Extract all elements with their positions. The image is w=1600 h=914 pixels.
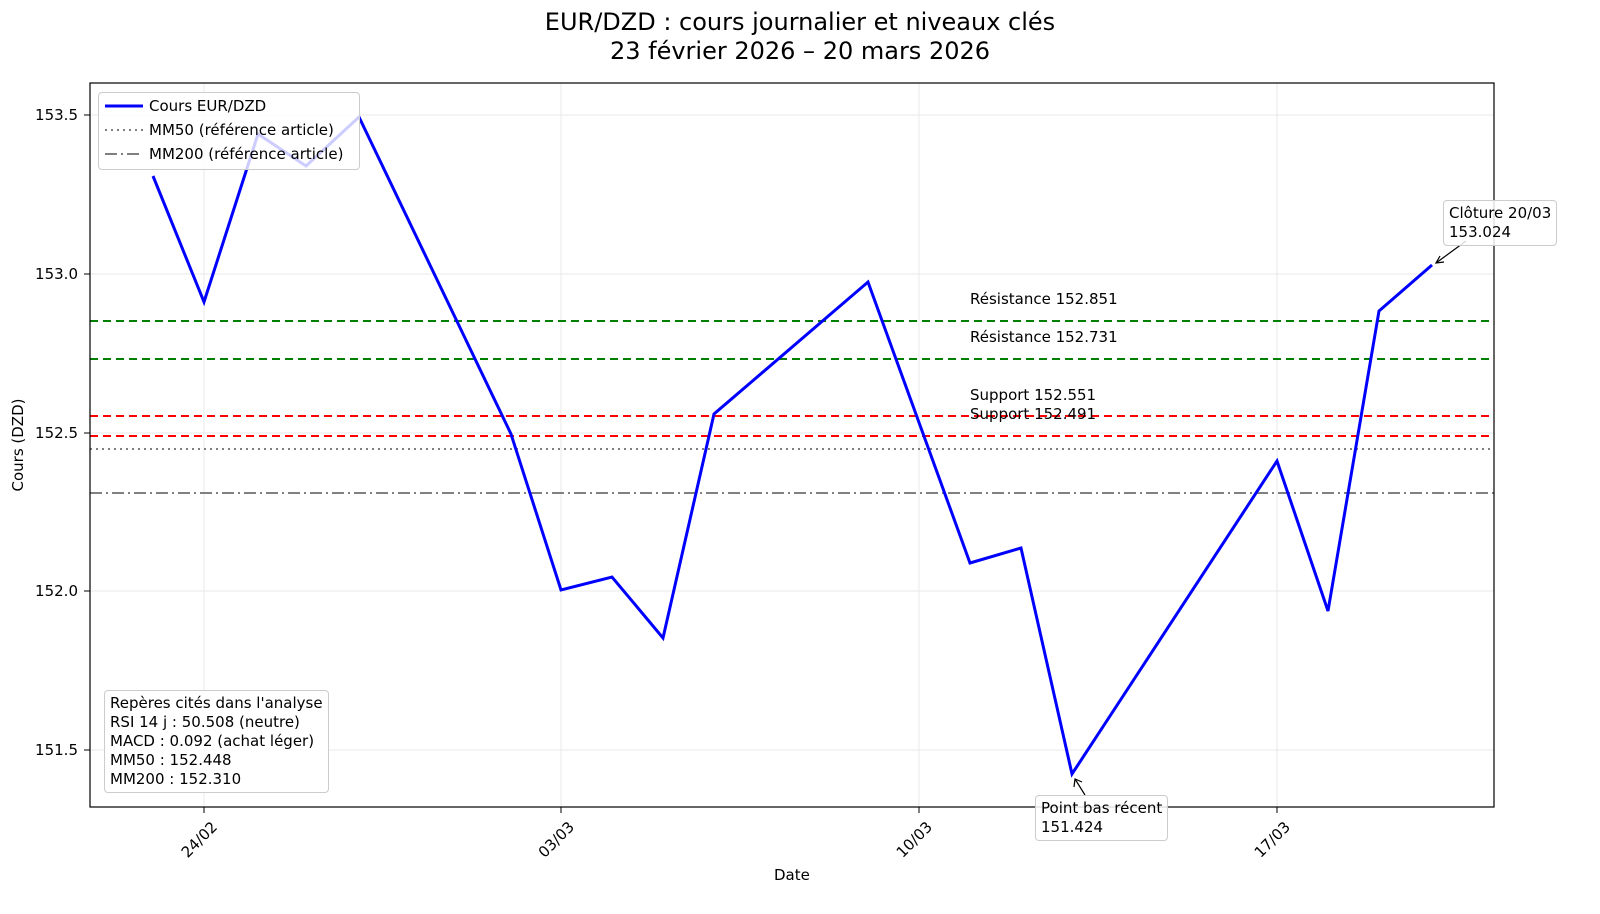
- support-label-2: Support 152.491: [970, 405, 1097, 423]
- y-tick-label: 152.0: [35, 582, 78, 600]
- y-tick-label: 151.5: [35, 741, 78, 759]
- annotation-arrows: [1073, 240, 1467, 796]
- chart-title: EUR/DZD : cours journalier et niveaux cl…: [544, 8, 1056, 36]
- y-tick-label: 153.0: [35, 265, 78, 283]
- tick-marks: [84, 114, 1278, 813]
- price-line: [151, 114, 1433, 778]
- y-tick-label: 153.5: [35, 106, 78, 124]
- legend-label: MM200 (référence article): [149, 145, 344, 163]
- chart-subtitle: 23 février 2026 – 20 mars 2026: [609, 37, 991, 65]
- resistance-label-2: Résistance 152.731: [970, 328, 1118, 346]
- legend-label: MM50 (référence article): [149, 121, 334, 139]
- legend: Cours EUR/DZD MM50 (référence article) M…: [98, 92, 360, 170]
- legend-label: Cours EUR/DZD: [149, 97, 267, 115]
- x-axis-label: Date: [774, 866, 810, 884]
- y-axis-label: Cours (DZD): [9, 398, 27, 492]
- y-tick-label: 152.5: [35, 424, 78, 442]
- info-box: Repères cités dans l'analyse RSI 14 j : …: [104, 690, 329, 793]
- resistance-label-1: Résistance 152.851: [970, 290, 1118, 308]
- axes-frame: [89, 82, 1495, 808]
- close-annotation: Clôture 20/03 153.024: [1443, 200, 1558, 246]
- low-annotation: Point bas récent 151.424: [1035, 795, 1169, 841]
- support-label-1: Support 152.551: [970, 386, 1097, 404]
